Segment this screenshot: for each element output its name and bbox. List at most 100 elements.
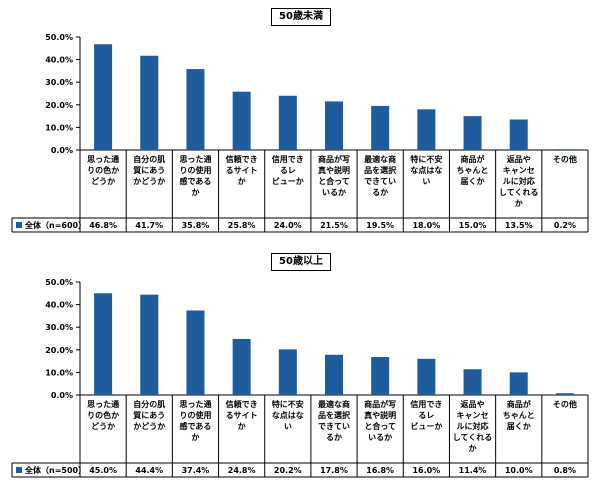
bar	[325, 354, 343, 395]
y-tick-label: 10.0%	[45, 368, 73, 377]
data-label: 21.5%	[320, 221, 348, 230]
category-label: キャンセ	[457, 411, 489, 420]
chart-title: 50歳以上	[271, 253, 331, 271]
category-label: 商品が	[461, 154, 486, 164]
category-label: 感である	[179, 176, 211, 186]
category-label: 最適な商	[364, 154, 396, 164]
category-label: 質にあう	[133, 165, 165, 175]
category-label: 思った通	[87, 154, 119, 164]
y-tick-label: 20.0%	[45, 101, 73, 110]
data-label: 16.0%	[412, 466, 440, 475]
data-label: 15.0%	[459, 221, 487, 230]
legend-swatch	[16, 222, 22, 228]
category-label: ちゃんと	[457, 166, 489, 175]
data-label: 20.2%	[274, 466, 302, 475]
category-label: 商品が写	[318, 154, 350, 164]
category-label: な点はな	[272, 410, 304, 420]
category-label: 商品が写	[364, 399, 396, 409]
category-label: 信頼でき	[226, 399, 258, 409]
data-label: 10.0%	[505, 466, 533, 475]
category-label: と合って	[364, 421, 396, 431]
category-label: 返品や	[461, 399, 485, 409]
category-label: 思った通	[179, 154, 211, 164]
category-label: 質にあう	[133, 410, 165, 420]
data-label: 18.0%	[412, 221, 440, 230]
category-label: どうか	[91, 421, 115, 431]
bar	[463, 116, 482, 150]
category-label: い	[284, 422, 292, 431]
category-label: るレ	[280, 166, 296, 175]
data-label: 44.4%	[135, 466, 163, 475]
category-label: 真や説明	[364, 410, 396, 420]
category-label: か	[238, 422, 246, 431]
category-label: か	[469, 444, 477, 453]
category-label: 商品が	[507, 399, 532, 409]
category-label: できてい	[364, 177, 396, 186]
bar	[186, 310, 205, 395]
chart-panel-50-and-over: 50歳以上 0.0% 10.0% 20.0% 30.0% 40.0% 50.0% 思った通り…	[0, 245, 600, 489]
category-label: か	[191, 433, 199, 442]
category-label: 感である	[179, 421, 211, 431]
bar	[417, 109, 436, 150]
y-tick-label: 30.0%	[45, 323, 73, 332]
category-label: その他	[553, 399, 577, 409]
bar	[94, 44, 113, 151]
bar	[555, 149, 574, 150]
data-label: 17.8%	[320, 466, 348, 475]
category-label: りの色か	[87, 410, 119, 420]
category-label: いるか	[322, 188, 346, 197]
legend-label: 全体（n=500）	[24, 465, 86, 475]
data-label: 0.2%	[554, 221, 576, 230]
category-label: 届くか	[507, 422, 531, 431]
category-label: 真や説明	[318, 165, 350, 175]
data-label: 24.0%	[274, 221, 302, 230]
data-label: 46.8%	[89, 221, 117, 230]
category-label: ビューか	[272, 176, 304, 186]
bar	[463, 369, 482, 395]
y-tick-label: 20.0%	[45, 346, 73, 355]
data-label: 16.8%	[366, 466, 394, 475]
category-label: ちゃんと	[503, 411, 535, 420]
category-label: 特に不安	[410, 154, 442, 164]
bar	[94, 293, 113, 395]
category-label: どうか	[91, 176, 115, 186]
category-label: るサイト	[226, 411, 258, 420]
category-label: るか	[372, 188, 388, 197]
category-label: りの色か	[87, 165, 119, 175]
category-label: と合って	[318, 176, 350, 186]
category-label: 届くか	[461, 177, 485, 186]
category-label: かどうか	[133, 421, 165, 431]
data-label: 41.7%	[135, 221, 163, 230]
category-label: るサイト	[226, 166, 258, 175]
y-tick-label: 50.0%	[45, 278, 73, 287]
category-label: ルに対応	[503, 176, 535, 186]
category-label: 返品や	[507, 154, 531, 164]
y-tick-label: 10.0%	[45, 123, 73, 132]
category-label: 自分の肌	[133, 154, 165, 164]
data-label: 0.8%	[554, 466, 576, 475]
bar	[325, 101, 343, 150]
category-label: 思った通	[179, 399, 211, 409]
category-label: るレ	[418, 411, 434, 420]
category-label: 信用でき	[410, 399, 442, 409]
bar	[509, 119, 528, 150]
category-label: ルに対応	[457, 421, 489, 431]
legend-label: 全体（n=600）	[24, 220, 86, 230]
y-tick-label: 0.0%	[51, 146, 73, 155]
bar	[232, 91, 251, 150]
bar-chart-under-50: 0.0% 10.0% 20.0% 30.0% 40.0% 50.0% 思った通りの色かどうか…	[11, 33, 589, 233]
category-label: りの使用	[179, 410, 211, 420]
bar	[278, 349, 297, 395]
category-label: 品を選択	[364, 165, 397, 175]
category-label: 最適な商	[318, 399, 350, 409]
bar	[186, 69, 205, 150]
y-tick-label: 40.0%	[45, 56, 73, 65]
category-label: な点はな	[410, 165, 442, 175]
category-label: 特に不安	[272, 399, 304, 409]
data-label: 45.0%	[89, 466, 117, 475]
y-tick-label: 0.0%	[51, 391, 73, 400]
data-label: 24.8%	[228, 466, 256, 475]
legend-swatch	[16, 467, 22, 473]
data-label: 35.8%	[182, 221, 210, 230]
category-label: か	[191, 188, 199, 197]
